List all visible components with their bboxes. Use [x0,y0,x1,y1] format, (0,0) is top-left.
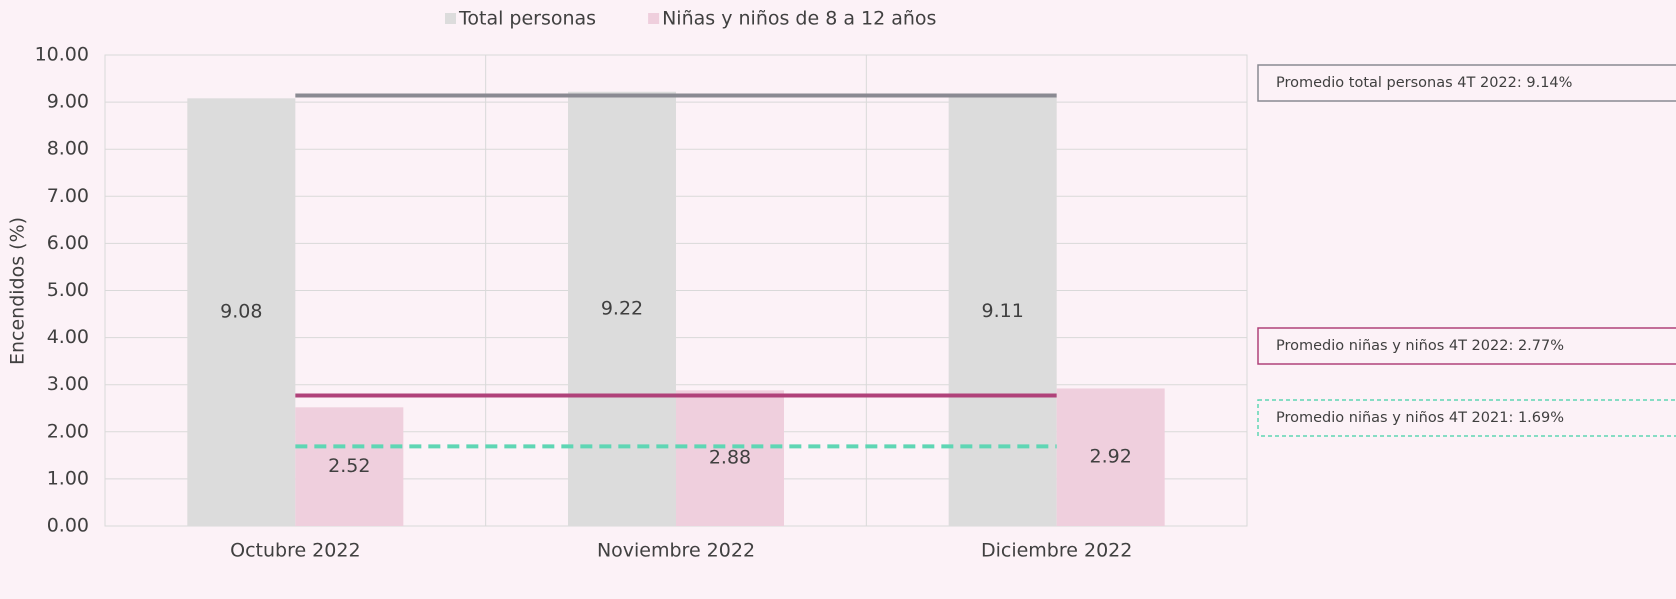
bar [948,96,1057,526]
legend-swatch [648,13,660,24]
x-tick-label: Diciembre 2022 [981,540,1132,562]
y-tick-label: 7.00 [47,185,89,207]
y-tick-label: 2.00 [47,420,89,442]
annotation-box [1257,399,1676,437]
bar [187,98,296,526]
y-tick-label: 6.00 [47,232,89,254]
annotation-text: Promedio total personas 4T 2022: 9.14% [1276,75,1572,91]
annotation-box [1257,64,1676,102]
x-tick-label: Octubre 2022 [230,540,360,562]
y-tick-label: 10.00 [35,44,89,66]
y-tick-label: 0.00 [47,515,89,537]
y-tick-label: 8.00 [47,138,89,160]
data-label: 2.88 [709,447,751,469]
annotation-text: Promedio niñas y niños 4T 2022: 2.77% [1276,338,1564,354]
data-label: 2.92 [1090,446,1132,468]
bar [676,390,784,526]
data-label: 9.22 [601,297,643,319]
y-axis-title: Encendidos (%) [7,217,29,365]
x-tick-label: Noviembre 2022 [597,540,755,562]
y-tick-label: 4.00 [47,326,89,348]
legend-swatch [445,13,456,24]
data-label: 9.08 [220,301,262,323]
y-tick-label: 3.00 [47,373,89,395]
bar [1056,388,1165,526]
data-label: 9.11 [982,300,1024,322]
annotation-box [1257,327,1676,365]
bar [568,91,676,526]
annotation-text: Promedio niñas y niños 4T 2021: 1.69% [1276,410,1564,426]
y-tick-label: 5.00 [47,279,89,301]
legend-label: Niñas y niños de 8 a 12 años [662,8,936,30]
y-tick-label: 9.00 [47,91,89,113]
legend-label: Total personas [458,8,596,30]
data-label: 2.52 [328,455,370,477]
y-tick-label: 1.00 [47,467,89,489]
bar [295,407,404,526]
